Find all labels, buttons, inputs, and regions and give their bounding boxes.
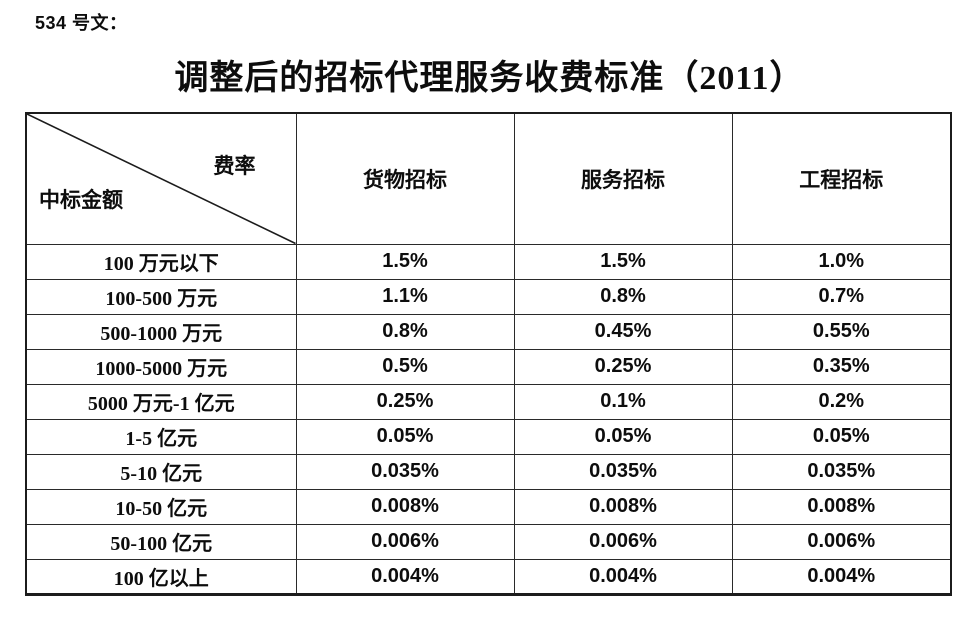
row-label: 50-100 亿元	[25, 523, 297, 560]
rate-cell: 0.035%	[513, 453, 733, 490]
rate-cell: 0.2%	[731, 383, 952, 420]
row-label: 1000-5000 万元	[25, 348, 297, 385]
table-row: 10-50 亿元 0.008% 0.008% 0.008%	[25, 488, 952, 525]
row-label: 100 亿以上	[25, 558, 297, 595]
rate-cell: 0.5%	[295, 348, 515, 385]
column-header-engineering: 工程招标	[731, 112, 952, 245]
rate-cell: 0.45%	[513, 313, 733, 350]
row-label: 100 万元以下	[25, 243, 297, 280]
row-label: 5000 万元-1 亿元	[25, 383, 297, 420]
diagonal-corner-cell: 费率 中标金额	[25, 112, 297, 245]
row-label: 10-50 亿元	[25, 488, 297, 525]
rate-cell: 1.5%	[295, 243, 515, 280]
rate-cell: 0.035%	[295, 453, 515, 490]
rate-cell: 1.5%	[513, 243, 733, 280]
table-row: 1-5 亿元 0.05% 0.05% 0.05%	[25, 418, 952, 455]
rate-cell: 0.008%	[731, 488, 952, 525]
rate-cell: 0.8%	[295, 313, 515, 350]
corner-label-amount: 中标金额	[39, 188, 123, 212]
rate-cell: 0.035%	[731, 453, 952, 490]
table-row: 100 万元以下 1.5% 1.5% 1.0%	[25, 243, 952, 280]
rate-cell: 0.25%	[513, 348, 733, 385]
row-label: 1-5 亿元	[25, 418, 297, 455]
rate-cell: 0.55%	[731, 313, 952, 350]
rate-cell: 0.006%	[731, 523, 952, 560]
table-row: 100 亿以上 0.004% 0.004% 0.004%	[25, 558, 952, 595]
rate-cell: 0.05%	[513, 418, 733, 455]
rate-cell: 0.004%	[731, 558, 952, 595]
table-row: 500-1000 万元 0.8% 0.45% 0.55%	[25, 313, 952, 350]
page-title: 调整后的招标代理服务收费标准（2011）	[174, 60, 805, 97]
table-row: 1000-5000 万元 0.5% 0.25% 0.35%	[25, 348, 952, 385]
column-header-goods: 货物招标	[295, 112, 515, 245]
rate-cell: 0.006%	[513, 523, 733, 560]
table-row: 5-10 亿元 0.035% 0.035% 0.035%	[25, 453, 952, 490]
rate-cell: 0.008%	[513, 488, 733, 525]
table-header-row: 费率 中标金额 货物招标 服务招标 工程招标	[25, 112, 952, 245]
diagonal-line	[27, 114, 296, 244]
rate-cell: 0.004%	[513, 558, 733, 595]
row-label: 500-1000 万元	[25, 313, 297, 350]
rate-cell: 0.05%	[731, 418, 952, 455]
rate-cell: 0.004%	[295, 558, 515, 595]
rate-cell: 1.0%	[731, 243, 952, 280]
table-row: 5000 万元-1 亿元 0.25% 0.1% 0.2%	[25, 383, 952, 420]
rate-cell: 0.25%	[295, 383, 515, 420]
row-label: 5-10 亿元	[25, 453, 297, 490]
rate-cell: 0.8%	[513, 278, 733, 315]
corner-label-rate: 费率	[213, 154, 256, 178]
rate-cell: 0.006%	[295, 523, 515, 560]
rate-cell: 1.1%	[295, 278, 515, 315]
fee-rate-table: 费率 中标金额 货物招标 服务招标 工程招标 100 万元以下 1.5% 1.5…	[25, 112, 952, 596]
table-row: 100-500 万元 1.1% 0.8% 0.7%	[25, 278, 952, 315]
rate-cell: 0.008%	[295, 488, 515, 525]
table-row: 50-100 亿元 0.006% 0.006% 0.006%	[25, 523, 952, 560]
doc-number-label: 534 号文：	[35, 13, 128, 33]
column-header-services: 服务招标	[513, 112, 733, 245]
rate-cell: 0.1%	[513, 383, 733, 420]
row-label: 100-500 万元	[25, 278, 297, 315]
rate-cell: 0.7%	[731, 278, 952, 315]
rate-cell: 0.05%	[295, 418, 515, 455]
rate-cell: 0.35%	[731, 348, 952, 385]
